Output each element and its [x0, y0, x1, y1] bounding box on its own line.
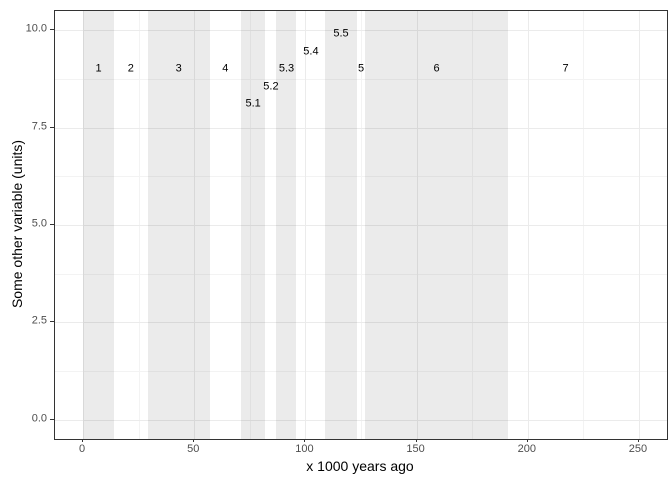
stage-band — [325, 11, 357, 439]
stage-label: 2 — [127, 62, 134, 75]
shaded-band-layer — [55, 11, 667, 439]
y-minor-gridline — [55, 273, 667, 275]
x-axis-tick-label: 200 — [517, 443, 536, 455]
y-minor-gridline — [55, 370, 667, 372]
y-major-gridline — [55, 322, 667, 324]
y-axis-tick-label: 2.5 — [31, 314, 47, 327]
stage-band — [276, 11, 297, 439]
stage-band — [147, 11, 210, 439]
stage-label: 5.5 — [333, 27, 349, 40]
stage-label-layer: 1 2 3 4 5.1 5.2 5.3 5.4 5.5 5 6 7 — [55, 11, 667, 439]
stage-label: 5.1 — [245, 97, 261, 110]
plot-panel: 1 2 3 4 5.1 5.2 5.3 5.4 5.5 5 6 7 — [54, 10, 668, 440]
x-axis-tick — [637, 439, 639, 442]
x-axis-title: x 1000 years ago — [306, 458, 414, 474]
y-major-gridline — [55, 419, 667, 421]
y-axis-tick-label: 7.5 — [31, 120, 47, 133]
x-axis-tick-label: 250 — [628, 443, 648, 455]
x-axis-tick-label: 100 — [295, 443, 314, 455]
x-axis-tick — [193, 439, 195, 442]
x-axis-tick-label: 0 — [78, 443, 86, 455]
stage-label: 5 — [357, 62, 365, 75]
stage-band — [83, 11, 115, 439]
y-axis-tick — [50, 321, 54, 323]
x-axis-tick-label: 50 — [187, 443, 200, 455]
x-axis-tick — [415, 439, 417, 442]
stage-label: 3 — [175, 62, 182, 75]
y-axis-tick — [50, 29, 54, 31]
stage-label: 6 — [433, 62, 440, 75]
stage-label: 7 — [562, 62, 569, 75]
y-major-gridline — [55, 30, 667, 32]
x-axis-tick-label: 150 — [406, 443, 425, 455]
stage-band — [365, 11, 508, 439]
x-axis-tick — [304, 439, 306, 442]
stage-label: 1 — [95, 62, 102, 75]
y-axis-title: Some other variable (units) — [9, 139, 25, 309]
y-axis-tick-label: 10.0 — [25, 22, 47, 35]
y-major-gridline — [55, 127, 667, 129]
stage-label: 4 — [222, 62, 229, 75]
stage-label: 5.3 — [278, 62, 295, 75]
y-axis-tick — [50, 126, 54, 128]
stage-label: 5.2 — [263, 80, 279, 93]
y-axis-tick-label: 0.0 — [31, 412, 47, 425]
y-minor-gridline — [55, 79, 667, 81]
y-minor-gridline — [55, 176, 667, 178]
stage-label: 5.4 — [303, 45, 319, 58]
gridline-layer — [55, 11, 667, 439]
x-axis-tick — [526, 439, 528, 442]
y-axis-tick-label: 5.0 — [31, 217, 47, 230]
y-axis-tick — [50, 418, 54, 420]
stage-band — [240, 11, 266, 439]
x-axis-tick — [82, 439, 84, 442]
y-axis-tick — [50, 224, 54, 225]
y-major-gridline — [55, 225, 667, 226]
